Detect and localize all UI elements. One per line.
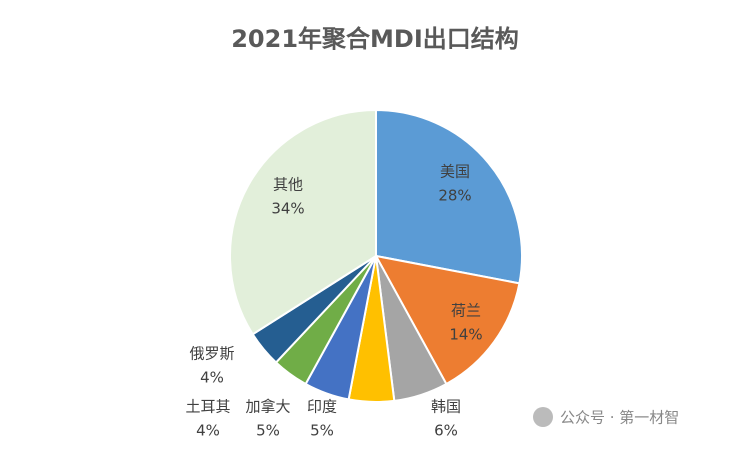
value-label: 34% (271, 200, 304, 218)
watermark-group: 公众号 · 第一材智 (533, 407, 679, 427)
slice-label: 美国 (440, 163, 470, 181)
slice-label: 土耳其 (185, 398, 230, 416)
slice-label: 韩国 (431, 398, 461, 416)
value-label: 5% (256, 422, 280, 440)
value-label: 4% (196, 422, 220, 440)
slice-label: 荷兰 (451, 302, 481, 320)
slice-label: 其他 (273, 176, 303, 194)
watermark: 公众号 · 第一材智 (560, 409, 679, 427)
slice-label: 印度 (307, 398, 337, 416)
value-label: 5% (310, 422, 334, 440)
slice-label: 俄罗斯 (189, 345, 234, 363)
value-label: 28% (438, 187, 471, 205)
watermark-icon (533, 407, 553, 427)
value-label: 14% (449, 326, 482, 344)
pie-slice (375, 108, 523, 285)
value-label: 6% (434, 422, 458, 440)
value-label: 4% (200, 369, 224, 387)
slice-label: 加拿大 (245, 398, 290, 416)
pie-slice (229, 108, 377, 336)
chart-title: 2021年聚合MDI出口结构 (231, 25, 519, 53)
pie-slice (374, 254, 521, 386)
